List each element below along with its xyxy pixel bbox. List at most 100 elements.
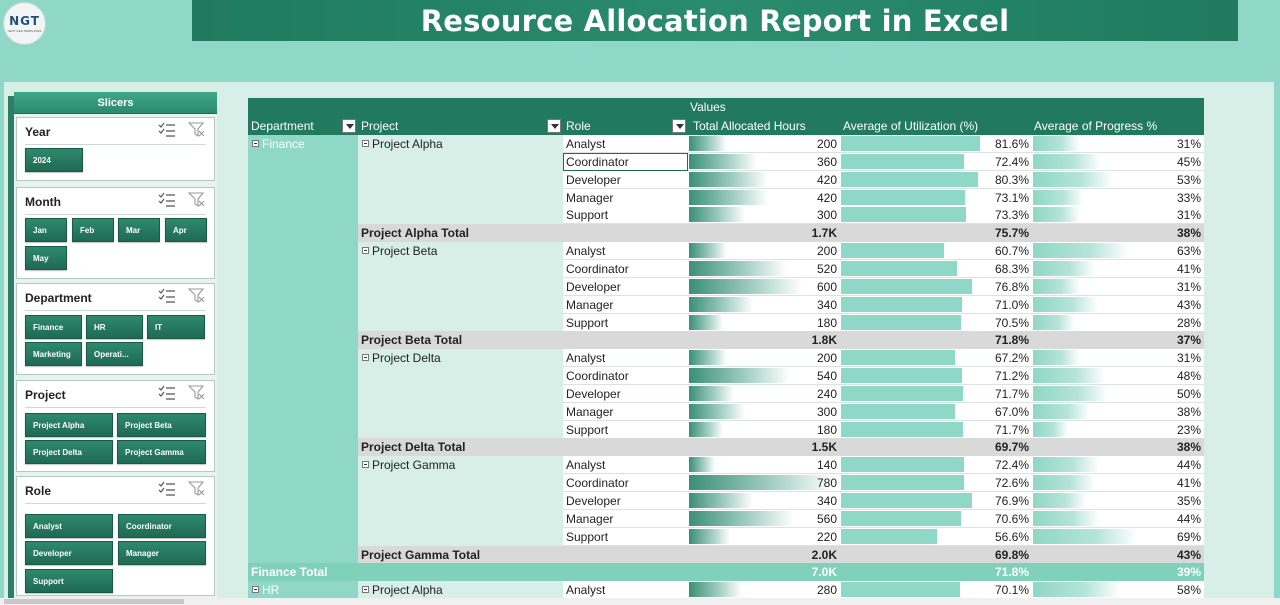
horizontal-scrollbar[interactable] (0, 598, 1280, 605)
slicer-department-item[interactable]: Finance (25, 315, 82, 339)
clear-filter-icon[interactable] (188, 192, 206, 208)
progress-cell[interactable]: 41% (1032, 259, 1204, 278)
collapse-icon[interactable] (362, 586, 369, 594)
role-cell[interactable]: Developer (563, 384, 688, 403)
hours-cell[interactable]: 200 (688, 242, 840, 261)
multi-select-icon[interactable] (158, 192, 176, 208)
hours-cell[interactable]: 220 (688, 527, 840, 546)
role-cell[interactable]: Analyst (563, 456, 688, 475)
role-cell[interactable]: Analyst (563, 242, 688, 261)
utilization-cell[interactable]: 76.8% (840, 277, 1032, 296)
role-cell[interactable]: Manager (563, 295, 688, 314)
project-label[interactable]: Project Gamma (362, 458, 455, 472)
utilization-cell[interactable]: 71.2% (840, 367, 1032, 386)
slicer-department-item[interactable]: Operati... (86, 342, 143, 366)
slicer-month-item[interactable]: Mar (118, 218, 160, 242)
role-cell[interactable]: Developer (563, 492, 688, 510)
hours-cell[interactable]: 200 (688, 135, 840, 153)
role-cell[interactable]: Analyst (563, 349, 688, 368)
role-cell[interactable]: Developer (563, 170, 688, 189)
slicer-project-item[interactable]: Project Alpha (25, 413, 113, 437)
progress-cell[interactable]: 58% (1032, 581, 1204, 600)
hours-cell[interactable]: 360 (688, 152, 840, 171)
role-cell[interactable]: Analyst (563, 135, 688, 153)
slicer-department-item[interactable]: IT (147, 315, 205, 339)
project-filter-dropdown[interactable] (547, 119, 561, 133)
progress-cell[interactable]: 45% (1032, 152, 1204, 171)
role-filter-dropdown[interactable] (672, 119, 686, 133)
hours-cell[interactable]: 520 (688, 259, 840, 278)
hours-cell[interactable]: 180 (688, 420, 840, 439)
utilization-cell[interactable]: 68.3% (840, 259, 1032, 278)
role-cell[interactable]: Coordinator (563, 152, 688, 171)
progress-cell[interactable]: 44% (1032, 509, 1204, 528)
progress-cell[interactable]: 53% (1032, 170, 1204, 189)
progress-cell[interactable]: 35% (1032, 492, 1204, 510)
hours-cell[interactable]: 560 (688, 509, 840, 528)
project-label[interactable]: Project Alpha (362, 137, 443, 151)
clear-filter-icon[interactable] (188, 288, 206, 304)
progress-cell[interactable]: 31% (1032, 349, 1204, 368)
hours-cell[interactable]: 340 (688, 492, 840, 510)
slicer-department-item[interactable]: HR (86, 315, 143, 339)
utilization-cell[interactable]: 56.6% (840, 527, 1032, 546)
hours-cell[interactable]: 540 (688, 367, 840, 386)
progress-cell[interactable]: 63% (1032, 242, 1204, 261)
scrollbar-thumb[interactable] (4, 599, 184, 604)
progress-cell[interactable]: 41% (1032, 474, 1204, 493)
role-cell[interactable]: Coordinator (563, 259, 688, 278)
clear-filter-icon[interactable] (188, 122, 206, 138)
role-cell[interactable]: Support (563, 420, 688, 439)
clear-filter-icon[interactable] (188, 481, 206, 497)
slicer-month-item[interactable]: Jan (25, 218, 67, 242)
progress-cell[interactable]: 44% (1032, 456, 1204, 475)
hours-cell[interactable]: 300 (688, 206, 840, 225)
utilization-cell[interactable]: 60.7% (840, 242, 1032, 261)
role-cell[interactable]: Developer (563, 277, 688, 296)
hours-cell[interactable]: 280 (688, 581, 840, 600)
role-cell[interactable]: Coordinator (563, 367, 688, 386)
slicer-role-item[interactable]: Manager (118, 541, 206, 565)
multi-select-icon[interactable] (158, 481, 176, 497)
hours-cell[interactable]: 780 (688, 474, 840, 493)
utilization-cell[interactable]: 73.3% (840, 206, 1032, 225)
role-cell[interactable]: Manager (563, 402, 688, 421)
collapse-icon[interactable] (362, 354, 369, 362)
progress-cell[interactable]: 31% (1032, 277, 1204, 296)
hours-cell[interactable]: 300 (688, 402, 840, 421)
utilization-cell[interactable]: 67.0% (840, 402, 1032, 421)
utilization-cell[interactable]: 72.4% (840, 152, 1032, 171)
utilization-cell[interactable]: 71.7% (840, 420, 1032, 439)
hours-cell[interactable]: 340 (688, 295, 840, 314)
hours-cell[interactable]: 600 (688, 277, 840, 296)
slicer-role-item[interactable]: Coordinator (118, 514, 206, 538)
department-filter-dropdown[interactable] (342, 119, 356, 133)
project-label[interactable]: Project Alpha (362, 583, 443, 597)
utilization-cell[interactable]: 70.5% (840, 313, 1032, 332)
progress-cell[interactable]: 38% (1032, 402, 1204, 421)
utilization-cell[interactable]: 70.1% (840, 581, 1032, 600)
progress-cell[interactable]: 33% (1032, 188, 1204, 207)
progress-cell[interactable]: 31% (1032, 206, 1204, 225)
collapse-icon[interactable] (362, 461, 369, 469)
collapse-icon[interactable] (362, 247, 369, 255)
progress-cell[interactable]: 28% (1032, 313, 1204, 332)
role-cell[interactable]: Coordinator (563, 474, 688, 493)
hours-cell[interactable]: 420 (688, 170, 840, 189)
slicer-year-item[interactable]: 2024 (25, 148, 83, 172)
slicer-role-item[interactable]: Analyst (25, 514, 113, 538)
project-label[interactable]: Project Delta (362, 351, 441, 365)
progress-cell[interactable]: 50% (1032, 384, 1204, 403)
progress-cell[interactable]: 23% (1032, 420, 1204, 439)
slicer-month-item[interactable]: May (25, 246, 67, 270)
slicer-project-item[interactable]: Project Delta (25, 440, 113, 464)
progress-cell[interactable]: 31% (1032, 135, 1204, 153)
slicer-month-item[interactable]: Feb (72, 218, 114, 242)
utilization-cell[interactable]: 71.7% (840, 384, 1032, 403)
progress-cell[interactable]: 43% (1032, 295, 1204, 314)
role-cell[interactable]: Manager (563, 509, 688, 528)
progress-cell[interactable]: 69% (1032, 527, 1204, 546)
role-cell[interactable]: Analyst (563, 581, 688, 600)
hours-cell[interactable]: 180 (688, 313, 840, 332)
utilization-cell[interactable]: 81.6% (840, 135, 1032, 153)
